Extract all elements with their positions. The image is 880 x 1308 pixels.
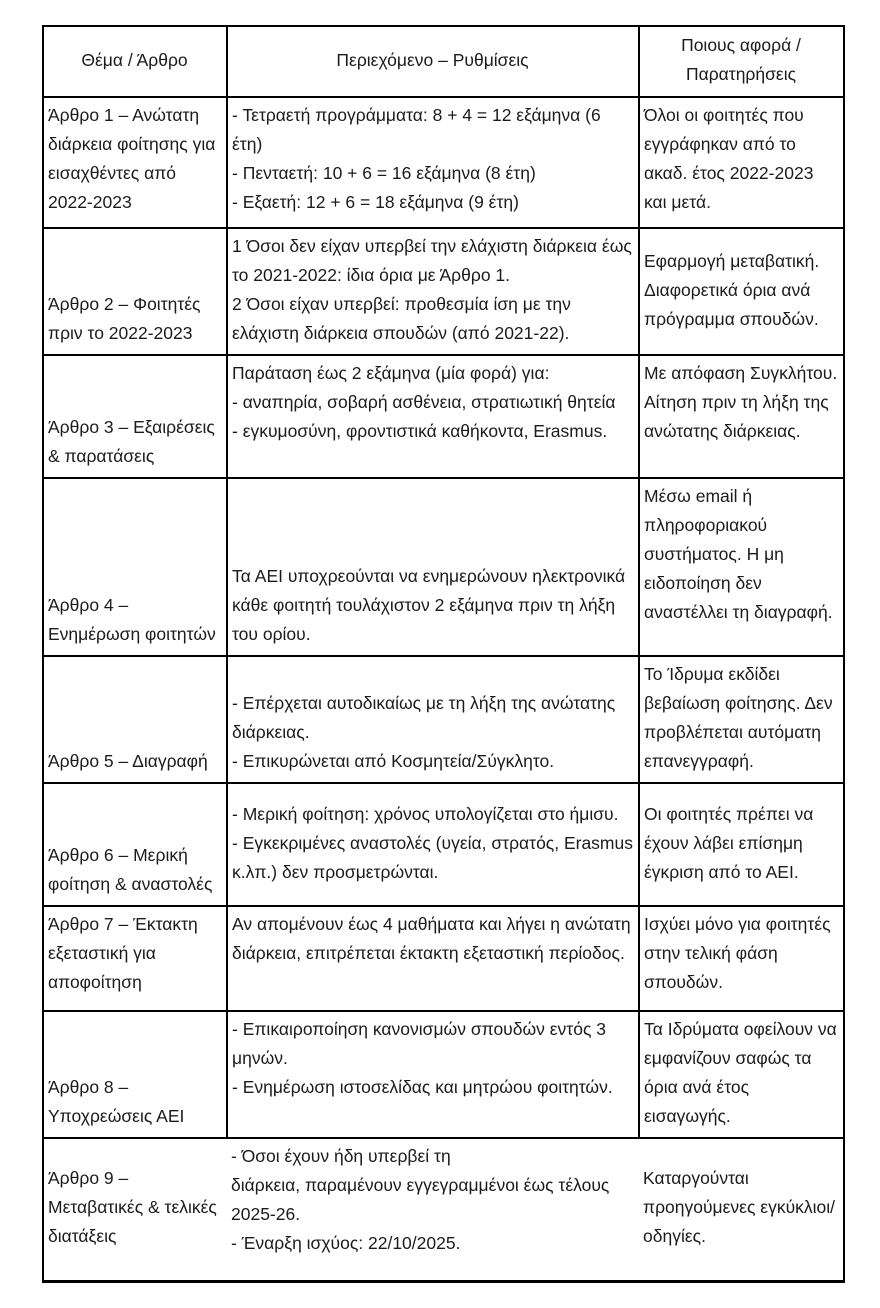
table-row-article-3: Άρθρο 3 – Εξαιρέσεις & παρατάσεις Παράτα… <box>42 354 845 479</box>
table-row-article-5: Άρθρο 5 – Διαγραφή - Επέρχεται αυτοδικαί… <box>42 655 845 784</box>
article-7-content: Αν απομένουν έως 4 μαθήματα και λήγει η … <box>226 905 640 1012</box>
table-row-article-2: Άρθρο 2 – Φοιτητές πριν το 2022-2023 1 Ό… <box>42 227 845 356</box>
table-row-article-6: Άρθρο 6 – Μερική φοίτηση & αναστολές - Μ… <box>42 782 845 907</box>
article-1-content: - Τετραετή προγράμματα: 8 + 4 = 12 εξάμη… <box>226 96 640 229</box>
article-8-content: - Επικαιροποίηση κανονισμών σπουδών εντό… <box>226 1010 640 1139</box>
article-2-content: 1 Όσοι δεν είχαν υπερβεί την ελάχιστη δι… <box>226 227 640 356</box>
regulations-table: Θέμα / Άρθρο Περιεχόμενο – Ρυθμίσεις Ποι… <box>42 25 845 1283</box>
article-5-topic: Άρθρο 5 – Διαγραφή <box>42 655 228 784</box>
article-6-content: - Μερική φοίτηση: χρόνος υπολογίζεται στ… <box>226 782 640 907</box>
article-5-notes: Το Ίδρυμα εκδίδει βεβαίωση φοίτησης. Δεν… <box>638 655 845 784</box>
article-9-topic: Άρθρο 9 – Μεταβατικές & τελικές διατάξει… <box>43 1137 227 1282</box>
table-row-article-7: Άρθρο 7 – Έκτακτη εξεταστική για αποφοίτ… <box>42 905 845 1012</box>
article-3-notes: Με απόφαση Συγκλήτου. Αίτηση πριν τη λήξ… <box>638 354 845 479</box>
table-row-article-9: Άρθρο 9 – Μεταβατικές & τελικές διατάξει… <box>43 1137 844 1282</box>
header-row: Θέμα / Άρθρο Περιεχόμενο – Ρυθμίσεις Ποι… <box>42 25 845 98</box>
article-7-topic: Άρθρο 7 – Έκτακτη εξεταστική για αποφοίτ… <box>42 905 228 1012</box>
article-4-topic: Άρθρο 4 – Ενημέρωση φοιτητών <box>42 477 228 657</box>
article-9-content: - Όσοι έχουν ήδη υπερβεί τη διάρκεια, πα… <box>227 1137 639 1282</box>
article-1-topic: Άρθρο 1 – Ανώτατη διάρκεια φοίτησης για … <box>42 96 228 229</box>
header-notes: Ποιους αφορά / Παρατηρήσεις <box>638 25 845 98</box>
article-4-notes: Μέσω email ή πληροφοριακού συστήματος. Η… <box>638 477 845 657</box>
table-row-article-1: Άρθρο 1 – Ανώτατη διάρκεια φοίτησης για … <box>42 96 845 229</box>
article-1-notes: Όλοι οι φοιτητές που εγγράφηκαν από το α… <box>638 96 845 229</box>
article-4-content: Τα ΑΕΙ υποχρεούνται να ενημερώνουν ηλεκτ… <box>226 477 640 657</box>
article-9-notes: Καταργούνται προηγούμενες εγκύκλιοι/οδηγ… <box>639 1137 844 1282</box>
article-6-notes: Οι φοιτητές πρέπει να έχουν λάβει επίσημ… <box>638 782 845 907</box>
article-3-topic: Άρθρο 3 – Εξαιρέσεις & παρατάσεις <box>42 354 228 479</box>
header-topic: Θέμα / Άρθρο <box>42 25 228 98</box>
article-5-content: - Επέρχεται αυτοδικαίως με τη λήξη της α… <box>226 655 640 784</box>
article-2-topic: Άρθρο 2 – Φοιτητές πριν το 2022-2023 <box>42 227 228 356</box>
article-2-notes: Εφαρμογή μεταβατική. Διαφορετικά όρια αν… <box>638 227 845 356</box>
article-3-content: Παράταση έως 2 εξάμηνα (μία φορά) για: -… <box>226 354 640 479</box>
article-7-notes: Ισχύει μόνο για φοιτητές στην τελική φάσ… <box>638 905 845 1012</box>
article-6-topic: Άρθρο 6 – Μερική φοίτηση & αναστολές <box>42 782 228 907</box>
table-row-article-8: Άρθρο 8 – Υποχρεώσεις ΑΕΙ - Επικαιροποίη… <box>42 1010 845 1139</box>
article-8-notes: Τα Ιδρύματα οφείλουν να εμφανίζουν σαφώς… <box>638 1010 845 1139</box>
table-row-article-4: Άρθρο 4 – Ενημέρωση φοιτητών Τα ΑΕΙ υποχ… <box>42 477 845 657</box>
article-8-topic: Άρθρο 8 – Υποχρεώσεις ΑΕΙ <box>42 1010 228 1139</box>
header-content: Περιεχόμενο – Ρυθμίσεις <box>226 25 640 98</box>
